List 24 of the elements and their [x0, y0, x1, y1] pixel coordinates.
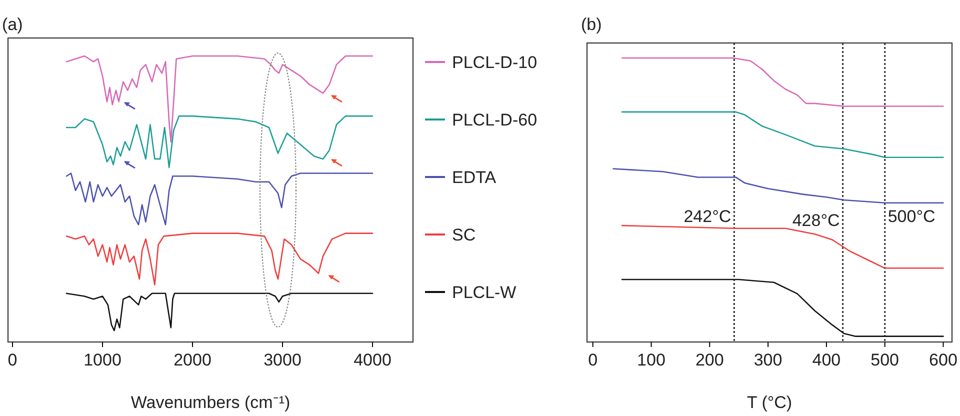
- x-tick-label: 400: [812, 350, 841, 370]
- x-tick-label: 100: [637, 350, 666, 370]
- x-axis-title: T (°C): [746, 393, 792, 412]
- legend-label: SC: [452, 226, 476, 244]
- ref-line-label: 242°C: [684, 207, 732, 226]
- ref-line-label: 500°C: [888, 207, 936, 226]
- x-tick-label: 4000: [354, 350, 392, 370]
- x-tick-label: 1000: [84, 350, 122, 370]
- x-tick-label: 2000: [174, 350, 212, 370]
- x-axis-title: Wavenumbers (cm⁻¹): [130, 393, 290, 412]
- legend-label: PLCL-D-10: [452, 53, 538, 72]
- x-tick-label: 200: [695, 350, 724, 370]
- x-tick-label: 0: [8, 350, 18, 370]
- x-tick-label: 0: [588, 350, 598, 370]
- legend-label: PLCL-W: [452, 283, 516, 302]
- chart-title: (a): [2, 15, 23, 34]
- legend-label: EDTA: [452, 168, 497, 187]
- x-tick-label: 3000: [264, 350, 302, 370]
- ref-line-label: 428°C: [792, 211, 840, 230]
- legend-label: PLCL-D-60: [452, 110, 538, 130]
- chart-title: (b): [581, 15, 602, 34]
- x-tick-label: 300: [754, 350, 782, 370]
- x-tick-label: 500: [870, 350, 900, 370]
- x-tick-label: 600: [929, 350, 958, 370]
